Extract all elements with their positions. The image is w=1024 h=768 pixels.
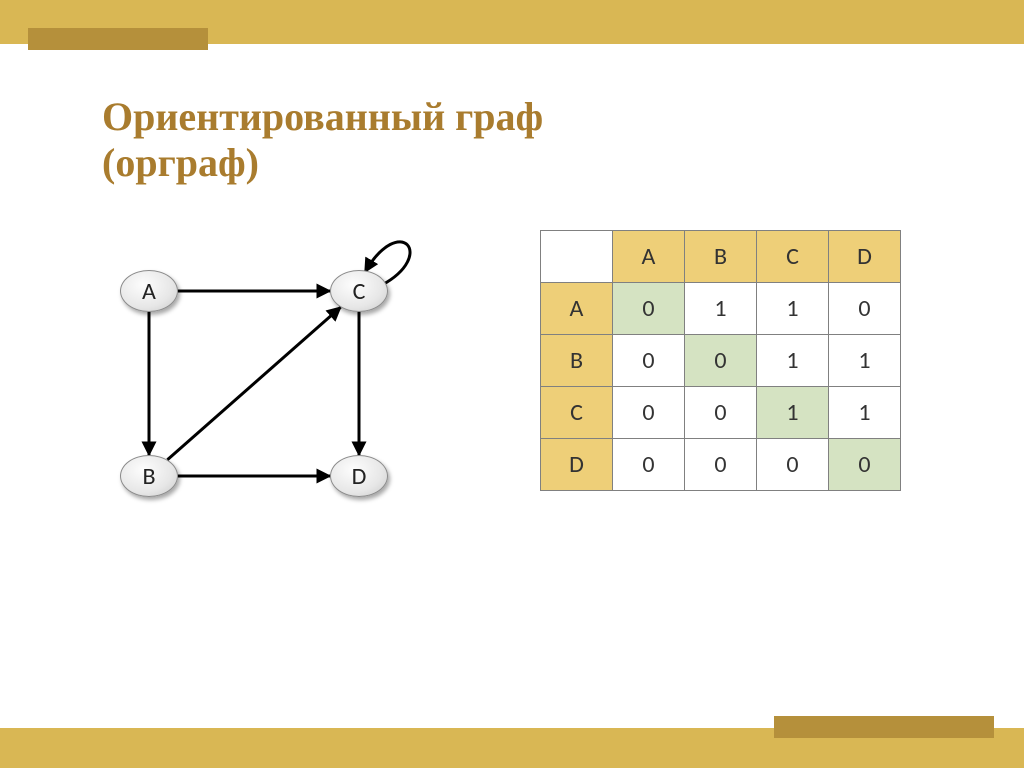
bottom-bar-accent bbox=[774, 716, 994, 738]
matrix-cell-c-d: 1 bbox=[829, 387, 901, 439]
matrix-col-header-b: B bbox=[685, 231, 757, 283]
page-title: Ориентированный граф (орграф) bbox=[102, 94, 543, 186]
matrix-cell-b-c: 1 bbox=[757, 335, 829, 387]
matrix-cell-b-a: 0 bbox=[613, 335, 685, 387]
matrix-cell-a-c: 1 bbox=[757, 283, 829, 335]
matrix-cell-d-c: 0 bbox=[757, 439, 829, 491]
matrix-cell-c-a: 0 bbox=[613, 387, 685, 439]
adjacency-matrix: ABCDA0110B0011C0011D0000 bbox=[540, 230, 901, 491]
title-line-1: Ориентированный граф bbox=[102, 94, 543, 139]
adjacency-matrix-table: ABCDA0110B0011C0011D0000 bbox=[540, 230, 901, 491]
graph-node-b: B bbox=[120, 455, 178, 497]
matrix-cell-b-d: 1 bbox=[829, 335, 901, 387]
matrix-cell-c-c: 1 bbox=[757, 387, 829, 439]
matrix-cell-b-b: 0 bbox=[685, 335, 757, 387]
matrix-row-header-a: A bbox=[541, 283, 613, 335]
matrix-cell-a-b: 1 bbox=[685, 283, 757, 335]
edge-b-c bbox=[167, 307, 340, 460]
top-bar-accent bbox=[28, 28, 208, 50]
graph-node-a: A bbox=[120, 270, 178, 312]
matrix-col-header-d: D bbox=[829, 231, 901, 283]
matrix-row-header-b: B bbox=[541, 335, 613, 387]
matrix-cell-a-a: 0 bbox=[613, 283, 685, 335]
title-line-2: (орграф) bbox=[102, 140, 259, 185]
graph-diagram: A C B D bbox=[90, 210, 430, 520]
matrix-row-header-c: C bbox=[541, 387, 613, 439]
matrix-col-header-a: A bbox=[613, 231, 685, 283]
matrix-cell-a-d: 0 bbox=[829, 283, 901, 335]
matrix-cell-d-a: 0 bbox=[613, 439, 685, 491]
matrix-row-header-d: D bbox=[541, 439, 613, 491]
graph-node-d: D bbox=[330, 455, 388, 497]
matrix-col-header-c: C bbox=[757, 231, 829, 283]
graph-edges-svg bbox=[80, 180, 460, 500]
matrix-cell-d-d: 0 bbox=[829, 439, 901, 491]
graph-node-c: C bbox=[330, 270, 388, 312]
matrix-cell-c-b: 0 bbox=[685, 387, 757, 439]
matrix-corner-cell bbox=[541, 231, 613, 283]
matrix-cell-d-b: 0 bbox=[685, 439, 757, 491]
